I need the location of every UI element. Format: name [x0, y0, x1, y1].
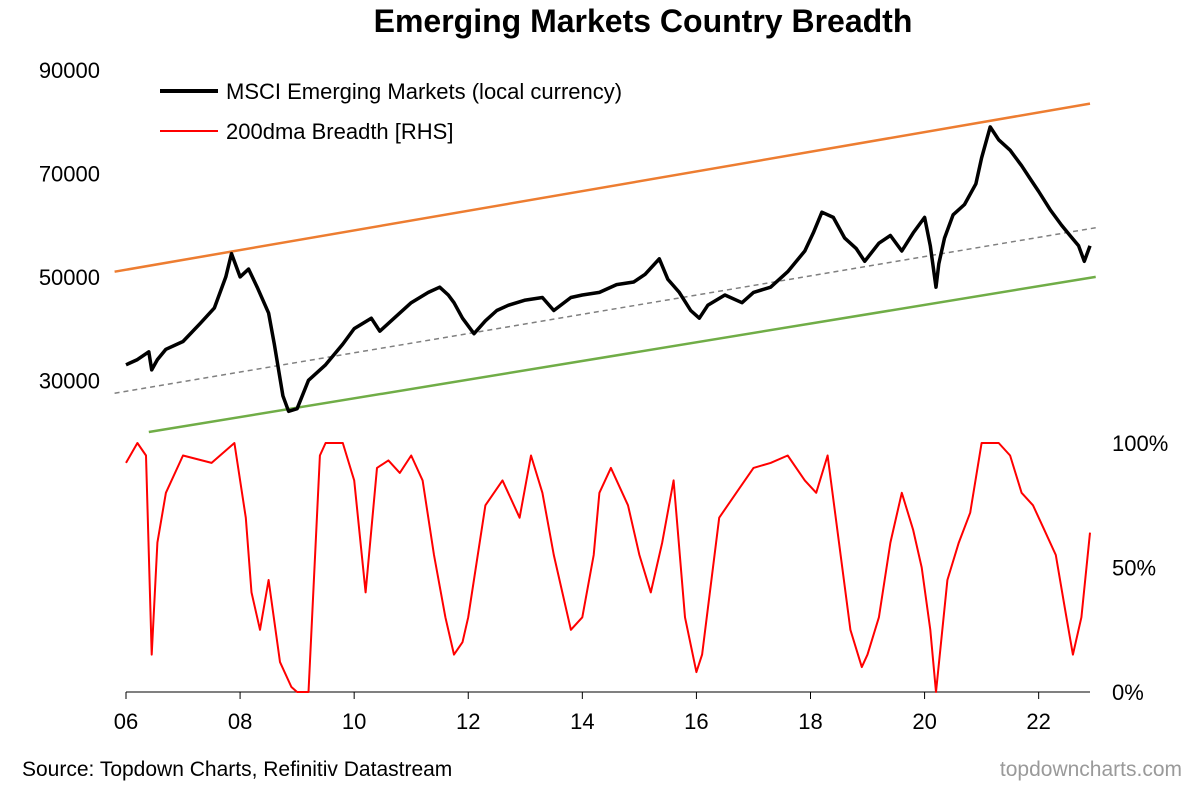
- x-tick-label: 12: [456, 709, 480, 734]
- right-tick-label: 0%: [1112, 680, 1144, 705]
- x-axis: 06 08 10 12 14 16 18 20 22: [114, 691, 1090, 734]
- series-lines: [125, 125, 1092, 693]
- legend-label-breadth: 200dma Breadth [RHS]: [226, 119, 453, 144]
- msci-em-index-line: [125, 125, 1092, 414]
- x-tick-label: 20: [912, 709, 936, 734]
- x-tick-label: 06: [114, 709, 138, 734]
- left-tick-label: 30000: [39, 368, 100, 393]
- left-tick-label: 90000: [39, 58, 100, 83]
- legend: MSCI Emerging Markets (local currency) 2…: [160, 79, 622, 144]
- upper-channel-line: [114, 102, 1091, 273]
- x-tick-label: 14: [570, 709, 594, 734]
- left-tick-label: 50000: [39, 265, 100, 290]
- x-tick-label: 22: [1026, 709, 1050, 734]
- right-tick-label: 100%: [1112, 431, 1168, 456]
- legend-label-index: MSCI Emerging Markets (local currency): [226, 79, 622, 104]
- chart-title: Emerging Markets Country Breadth: [374, 3, 913, 39]
- x-tick-label: 16: [684, 709, 708, 734]
- x-tick-label: 10: [342, 709, 366, 734]
- left-tick-label: 70000: [39, 161, 100, 186]
- right-axis: 100% 50% 0%: [1112, 431, 1168, 705]
- breadth-line: [125, 442, 1091, 693]
- lower-channel-line: [148, 275, 1096, 434]
- right-tick-label: 50%: [1112, 556, 1156, 581]
- watermark: topdowncharts.com: [1000, 758, 1182, 781]
- left-axis: 90000 70000 50000 30000: [39, 58, 100, 393]
- trend-channel: [114, 102, 1096, 434]
- source-note: Source: Topdown Charts, Refinitiv Datast…: [22, 758, 452, 781]
- trend-line: [114, 226, 1096, 394]
- x-tick-label: 08: [228, 709, 252, 734]
- x-tick-label: 18: [798, 709, 822, 734]
